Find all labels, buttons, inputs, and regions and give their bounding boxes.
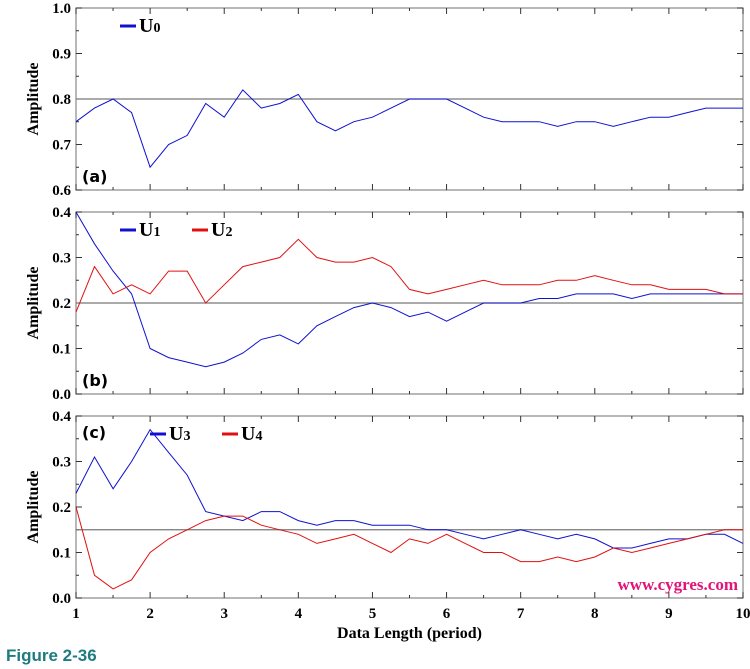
panel-a: 0.6 0.7 0.8 0.9 1.0 U0 (a) Amplitude <box>25 1 744 199</box>
panel-label: (a) <box>82 167 107 186</box>
legend-subscript: 2 <box>225 225 232 240</box>
panel-b: 0.0 0.1 0.2 0.3 0.4 U1 U2 (b) Amplitude <box>25 205 744 403</box>
legend-label: U0 <box>139 15 160 37</box>
panel-label: (c) <box>82 423 106 442</box>
x-tick-label: 1 <box>72 606 80 622</box>
legend-subscript: 3 <box>183 429 190 444</box>
legend-subscript: 4 <box>255 429 262 444</box>
series-line-u0 <box>75 89 743 169</box>
x-tick-label: 8 <box>591 606 599 622</box>
x-tick-label: 5 <box>369 606 377 622</box>
y-tick-label: 0.2 <box>52 500 71 516</box>
legend-label: U3 <box>169 423 190 445</box>
panel-c: 0.0 0.1 0.2 0.3 0.4 U3 U4 (c) Amplitude <box>25 409 744 607</box>
x-axis-label: Data Length (period) <box>337 625 482 642</box>
y-tick-label: 0.2 <box>52 296 71 312</box>
y-tick-label: 0.0 <box>52 387 71 403</box>
y-tick-label: 0.1 <box>52 342 71 358</box>
y-tick-label: 0.4 <box>52 409 71 425</box>
y-tick-label: 0.4 <box>52 205 71 221</box>
y-tick-label: 1.0 <box>52 1 71 17</box>
legend-label: U2 <box>211 219 232 241</box>
legend-label: U1 <box>139 219 160 241</box>
series-line-u3 <box>75 428 744 549</box>
y-tick-label: 0.8 <box>52 92 71 108</box>
y-tick-label: 0.3 <box>52 455 71 471</box>
y-axis-label: Amplitude <box>25 471 42 544</box>
y-tick-label: 0.0 <box>52 591 71 607</box>
panel-label: (b) <box>82 371 108 390</box>
y-axis-label: Amplitude <box>25 63 42 136</box>
series-line-u2 <box>75 238 743 313</box>
y-tick-label: 0.1 <box>52 546 71 562</box>
x-tick-label: 7 <box>517 606 525 622</box>
y-tick-label: 0.6 <box>52 183 71 199</box>
series-line-u1 <box>75 211 743 368</box>
y-tick-label: 0.3 <box>52 251 71 267</box>
watermark: www.cygres.com <box>617 575 738 594</box>
x-tick-label: 4 <box>295 606 303 622</box>
x-tick-label: 10 <box>736 606 750 622</box>
y-tick-label: 0.7 <box>52 138 71 154</box>
x-tick-label: 6 <box>443 606 451 622</box>
legend-label: U4 <box>241 423 262 445</box>
legend-subscript: 0 <box>153 21 160 36</box>
series-line-u4 <box>75 506 743 590</box>
x-tick-label: 9 <box>665 606 673 622</box>
legend-subscript: 1 <box>153 225 160 240</box>
figure-label: Figure 2-36 <box>6 646 97 665</box>
y-axis-label: Amplitude <box>25 267 42 340</box>
y-tick-label: 0.9 <box>52 47 71 63</box>
x-tick-label: 3 <box>220 606 228 622</box>
x-tick-label: 2 <box>146 606 154 622</box>
